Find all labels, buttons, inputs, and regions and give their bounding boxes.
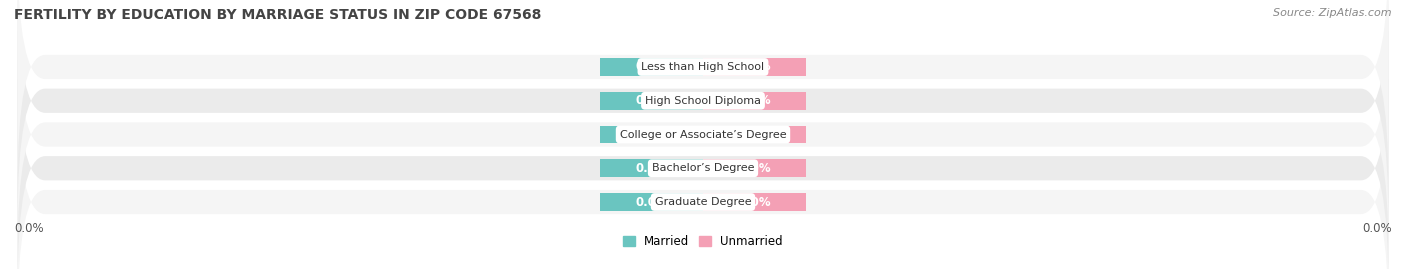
Bar [703,126,807,143]
FancyBboxPatch shape [17,45,1389,269]
Bar [703,92,807,109]
Bar [703,160,807,177]
Text: College or Associate’s Degree: College or Associate’s Degree [620,129,786,140]
Text: 0.0%: 0.0% [636,196,668,208]
Text: 0.0%: 0.0% [636,94,668,107]
Bar [599,92,703,109]
Text: 0.0%: 0.0% [738,162,770,175]
Bar [599,126,703,143]
Text: Bachelor’s Degree: Bachelor’s Degree [652,163,754,173]
Bar [599,160,703,177]
Text: 0.0%: 0.0% [636,61,668,73]
Text: 0.0%: 0.0% [738,196,770,208]
Bar [703,58,807,76]
Text: 0.0%: 0.0% [738,128,770,141]
FancyBboxPatch shape [17,12,1389,257]
FancyBboxPatch shape [17,0,1389,190]
Text: 0.0%: 0.0% [1362,222,1392,235]
FancyBboxPatch shape [17,79,1389,269]
Text: 0.0%: 0.0% [636,162,668,175]
Text: FERTILITY BY EDUCATION BY MARRIAGE STATUS IN ZIP CODE 67568: FERTILITY BY EDUCATION BY MARRIAGE STATU… [14,8,541,22]
Bar [599,58,703,76]
FancyBboxPatch shape [17,0,1389,224]
Bar [599,193,703,211]
Legend: Married, Unmarried: Married, Unmarried [619,230,787,253]
Text: 0.0%: 0.0% [738,94,770,107]
Text: 0.0%: 0.0% [738,61,770,73]
Text: 0.0%: 0.0% [14,222,44,235]
Bar [703,193,807,211]
Text: Less than High School: Less than High School [641,62,765,72]
Text: High School Diploma: High School Diploma [645,96,761,106]
Text: Source: ZipAtlas.com: Source: ZipAtlas.com [1274,8,1392,18]
Text: 0.0%: 0.0% [636,128,668,141]
Text: Graduate Degree: Graduate Degree [655,197,751,207]
